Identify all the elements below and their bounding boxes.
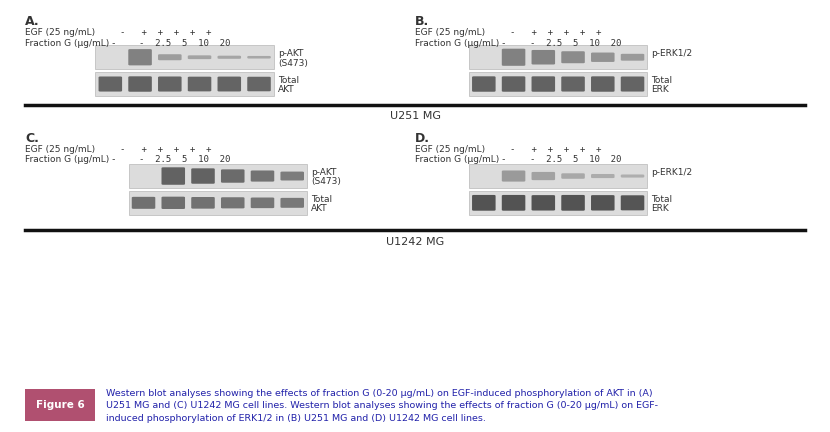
Text: EGF (25 ng/mL): EGF (25 ng/mL) [25,28,95,37]
FancyBboxPatch shape [591,76,614,92]
FancyBboxPatch shape [531,76,555,92]
FancyBboxPatch shape [561,51,585,63]
Text: A.: A. [25,15,40,28]
Bar [469,164,647,188]
Text: AKT: AKT [278,86,295,95]
FancyBboxPatch shape [621,54,644,60]
FancyBboxPatch shape [502,76,525,92]
FancyBboxPatch shape [561,76,585,92]
Text: B.: B. [415,15,429,28]
Text: Total: Total [652,76,672,85]
FancyBboxPatch shape [591,174,614,178]
Text: Fraction G (μg/mL) -: Fraction G (μg/mL) - [415,39,505,48]
Text: EGF (25 ng/mL): EGF (25 ng/mL) [25,145,95,153]
FancyBboxPatch shape [247,56,271,58]
Text: ERK: ERK [652,86,669,95]
FancyBboxPatch shape [502,171,525,181]
FancyBboxPatch shape [281,198,304,208]
Text: (S473): (S473) [278,59,308,68]
FancyBboxPatch shape [472,195,496,211]
Bar [469,191,647,215]
FancyBboxPatch shape [472,76,496,92]
Text: -  2.5  5  10  20: - 2.5 5 10 20 [530,39,621,48]
Text: EGF (25 ng/mL): EGF (25 ng/mL) [415,145,485,153]
FancyBboxPatch shape [531,172,555,180]
Text: -   +  +  +  +  +: - + + + + + [120,145,212,153]
FancyBboxPatch shape [621,175,644,178]
FancyBboxPatch shape [561,173,585,179]
Text: Fraction G (μg/mL) -: Fraction G (μg/mL) - [415,156,505,164]
Bar [95,45,274,69]
Text: U1242 MG: U1242 MG [386,237,444,247]
Text: -  2.5  5  10  20: - 2.5 5 10 20 [139,39,231,48]
Text: ERK: ERK [652,204,669,213]
Bar [129,191,307,215]
FancyBboxPatch shape [561,195,585,211]
FancyBboxPatch shape [502,195,525,211]
Text: -  2.5  5  10  20: - 2.5 5 10 20 [139,156,231,164]
Text: Total: Total [311,195,332,204]
FancyBboxPatch shape [158,54,182,60]
FancyBboxPatch shape [191,197,215,209]
FancyBboxPatch shape [621,76,644,92]
FancyBboxPatch shape [251,197,274,208]
Text: D.: D. [415,132,430,145]
FancyBboxPatch shape [217,56,241,59]
FancyBboxPatch shape [217,76,241,92]
Text: -   +  +  +  +  +: - + + + + + [510,145,602,153]
FancyBboxPatch shape [591,195,614,210]
FancyBboxPatch shape [129,76,152,92]
FancyBboxPatch shape [621,195,644,210]
Text: -  2.5  5  10  20: - 2.5 5 10 20 [530,156,621,164]
FancyBboxPatch shape [221,169,245,183]
Text: (S473): (S473) [311,178,341,187]
Text: AKT: AKT [311,204,328,213]
Bar [95,72,274,96]
FancyBboxPatch shape [129,49,152,65]
FancyBboxPatch shape [188,55,212,59]
Text: Total: Total [278,76,299,85]
Text: p-ERK1/2: p-ERK1/2 [652,168,693,177]
Text: -   +  +  +  +  +: - + + + + + [120,28,212,37]
FancyBboxPatch shape [191,168,215,184]
Bar [469,45,647,69]
Text: p-AKT: p-AKT [311,168,337,177]
FancyBboxPatch shape [162,167,185,185]
FancyBboxPatch shape [158,76,182,92]
FancyBboxPatch shape [132,197,155,209]
FancyBboxPatch shape [247,77,271,91]
Text: Fraction G (μg/mL) -: Fraction G (μg/mL) - [25,39,115,48]
FancyBboxPatch shape [591,53,614,62]
Bar [25,389,95,421]
Text: Total: Total [652,195,672,204]
Text: C.: C. [25,132,39,145]
FancyBboxPatch shape [531,195,555,210]
Bar [129,164,307,188]
FancyBboxPatch shape [162,197,185,209]
Bar [469,72,647,96]
Text: -   +  +  +  +  +: - + + + + + [510,28,602,37]
FancyBboxPatch shape [188,76,212,92]
FancyBboxPatch shape [281,172,304,181]
FancyBboxPatch shape [251,171,274,181]
FancyBboxPatch shape [502,49,525,66]
Text: EGF (25 ng/mL): EGF (25 ng/mL) [415,28,485,37]
FancyBboxPatch shape [531,50,555,64]
Text: U251 MG: U251 MG [389,111,441,121]
FancyBboxPatch shape [99,76,122,92]
Text: p-AKT: p-AKT [278,49,304,58]
Text: Figure 6: Figure 6 [36,400,85,410]
Text: p-ERK1/2: p-ERK1/2 [652,49,693,58]
Text: Fraction G (μg/mL) -: Fraction G (μg/mL) - [25,156,115,164]
Text: Western blot analyses showing the effects of fraction G (0-20 μg/mL) on EGF-indu: Western blot analyses showing the effect… [106,389,658,423]
FancyBboxPatch shape [221,197,245,208]
